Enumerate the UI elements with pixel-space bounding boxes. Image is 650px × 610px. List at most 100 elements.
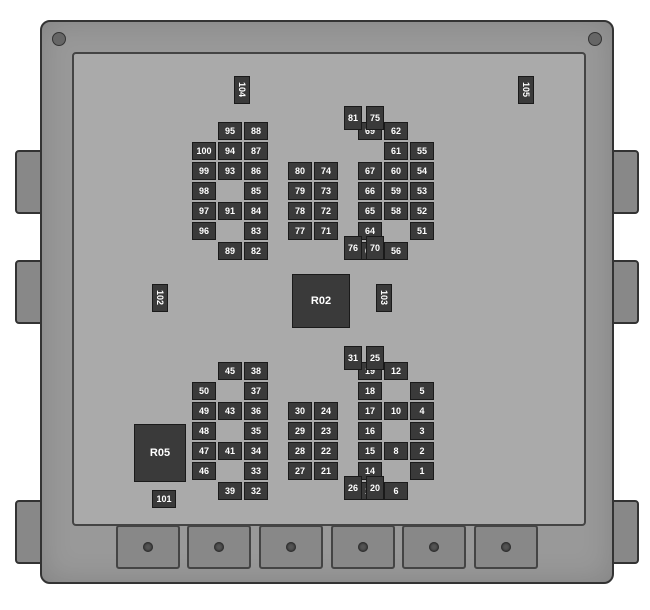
fuse-51: 51 xyxy=(410,222,434,240)
fuse-100: 100 xyxy=(192,142,216,160)
fuse-71: 71 xyxy=(314,222,338,240)
connector-1 xyxy=(116,525,180,569)
fuse-62: 62 xyxy=(384,122,408,140)
label-105: 105 xyxy=(518,76,534,104)
fuse-1: 1 xyxy=(410,462,434,480)
fuse-97: 97 xyxy=(192,202,216,220)
fuse-54: 54 xyxy=(410,162,434,180)
connector-3 xyxy=(259,525,323,569)
fuse-39: 39 xyxy=(218,482,242,500)
fuse-8: 8 xyxy=(384,442,408,460)
fuse-29: 29 xyxy=(288,422,312,440)
fuse-28: 28 xyxy=(288,442,312,460)
relay-R02: R02 xyxy=(292,274,350,328)
fuse-30: 30 xyxy=(288,402,312,420)
label-103: 103 xyxy=(376,284,392,312)
fuse-5: 5 xyxy=(410,382,434,400)
fuse-80: 80 xyxy=(288,162,312,180)
fuse-49: 49 xyxy=(192,402,216,420)
fuse-96: 96 xyxy=(192,222,216,240)
fuse-77: 77 xyxy=(288,222,312,240)
fuse-21: 21 xyxy=(314,462,338,480)
fuse-41: 41 xyxy=(218,442,242,460)
fuse-45: 45 xyxy=(218,362,242,380)
fuse-52: 52 xyxy=(410,202,434,220)
fuse-93: 93 xyxy=(218,162,242,180)
fuse-48: 48 xyxy=(192,422,216,440)
fuse-31: 31 xyxy=(344,346,362,370)
fuse-53: 53 xyxy=(410,182,434,200)
fuse-91: 91 xyxy=(218,202,242,220)
fuse-76: 76 xyxy=(344,236,362,260)
fuse-25: 25 xyxy=(366,346,384,370)
fuse-95: 95 xyxy=(218,122,242,140)
fuse-10: 10 xyxy=(384,402,408,420)
fuse-2: 2 xyxy=(410,442,434,460)
fuse-12: 12 xyxy=(384,362,408,380)
fuse-20: 20 xyxy=(366,476,384,500)
fuse-34: 34 xyxy=(244,442,268,460)
fuse-98: 98 xyxy=(192,182,216,200)
connector-2 xyxy=(187,525,251,569)
fuse-23: 23 xyxy=(314,422,338,440)
connector-5 xyxy=(402,525,466,569)
fuse-66: 66 xyxy=(358,182,382,200)
fuse-24: 24 xyxy=(314,402,338,420)
fuse-83: 83 xyxy=(244,222,268,240)
fuse-59: 59 xyxy=(384,182,408,200)
fuse-86: 86 xyxy=(244,162,268,180)
fuse-78: 78 xyxy=(288,202,312,220)
fuse-37: 37 xyxy=(244,382,268,400)
fuse-67: 67 xyxy=(358,162,382,180)
fuse-88: 88 xyxy=(244,122,268,140)
fuse-94: 94 xyxy=(218,142,242,160)
fuse-60: 60 xyxy=(384,162,408,180)
fuse-65: 65 xyxy=(358,202,382,220)
fuse-33: 33 xyxy=(244,462,268,480)
fuse-43: 43 xyxy=(218,402,242,420)
fuse-85: 85 xyxy=(244,182,268,200)
fuse-3: 3 xyxy=(410,422,434,440)
connector-row xyxy=(112,522,542,572)
fuse-74: 74 xyxy=(314,162,338,180)
fuse-4: 4 xyxy=(410,402,434,420)
fuse-89: 89 xyxy=(218,242,242,260)
fuse-72: 72 xyxy=(314,202,338,220)
fuse-75: 75 xyxy=(366,106,384,130)
fuse-6: 6 xyxy=(384,482,408,500)
fuse-36: 36 xyxy=(244,402,268,420)
fuse-15: 15 xyxy=(358,442,382,460)
inner-panel: 1009998979695949391898887868584838280797… xyxy=(72,52,586,526)
fuse-61: 61 xyxy=(384,142,408,160)
fuse-56: 56 xyxy=(384,242,408,260)
fuse-50: 50 xyxy=(192,382,216,400)
fuse-55: 55 xyxy=(410,142,434,160)
fuse-17: 17 xyxy=(358,402,382,420)
fuse-70: 70 xyxy=(366,236,384,260)
connector-4 xyxy=(331,525,395,569)
fuse-27: 27 xyxy=(288,462,312,480)
connector-6 xyxy=(474,525,538,569)
fuse-18: 18 xyxy=(358,382,382,400)
fuse-73: 73 xyxy=(314,182,338,200)
fuse-84: 84 xyxy=(244,202,268,220)
fuse-22: 22 xyxy=(314,442,338,460)
fuse-32: 32 xyxy=(244,482,268,500)
fuse-16: 16 xyxy=(358,422,382,440)
fuse-79: 79 xyxy=(288,182,312,200)
fuse-81: 81 xyxy=(344,106,362,130)
label-104: 104 xyxy=(234,76,250,104)
relay-R05: R05 xyxy=(134,424,186,482)
fuse-87: 87 xyxy=(244,142,268,160)
fuse-99: 99 xyxy=(192,162,216,180)
fuse-82: 82 xyxy=(244,242,268,260)
fuse-46: 46 xyxy=(192,462,216,480)
fuse-47: 47 xyxy=(192,442,216,460)
fuse-26: 26 xyxy=(344,476,362,500)
label-101: 101 xyxy=(152,490,176,508)
fuse-58: 58 xyxy=(384,202,408,220)
label-102: 102 xyxy=(152,284,168,312)
fuse-35: 35 xyxy=(244,422,268,440)
fuse-38: 38 xyxy=(244,362,268,380)
fusebox-board: 1009998979695949391898887868584838280797… xyxy=(40,20,614,584)
